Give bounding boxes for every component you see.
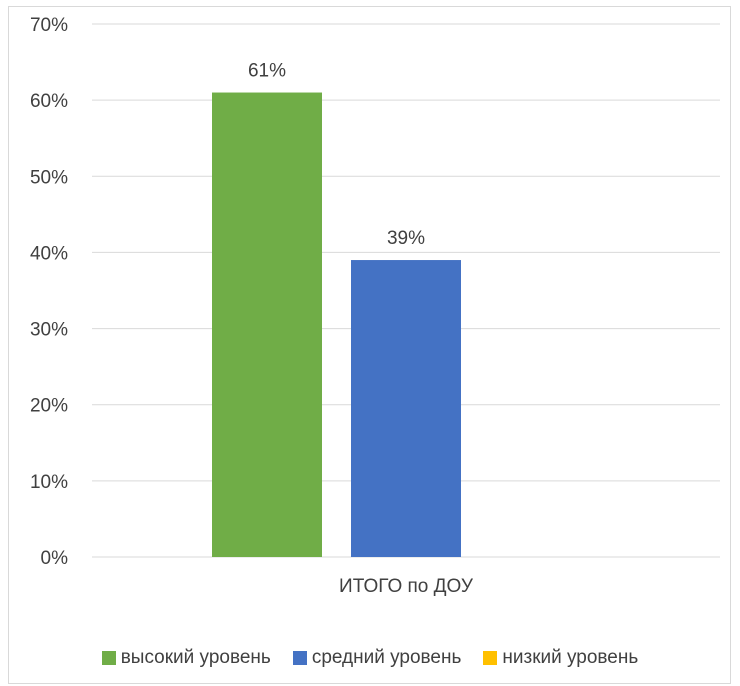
legend-item-low: низкий уровень: [483, 647, 638, 669]
y-axis-tick-labels: 0% 10% 20% 30% 40% 50% 60% 70%: [30, 15, 68, 569]
data-label-medium: 39%: [387, 228, 425, 249]
bar-high: [212, 92, 322, 558]
bars: [212, 92, 461, 558]
gridlines: [92, 23, 720, 558]
x-axis-category-label: ИТОГО по ДОУ: [339, 576, 474, 597]
y-tick-label: 40%: [30, 243, 68, 264]
y-tick-label: 0%: [41, 548, 69, 569]
y-tick-label: 60%: [30, 91, 68, 112]
y-tick-label: 30%: [30, 320, 68, 341]
legend: высокий уровень средний уровень низкий у…: [0, 647, 740, 669]
legend-swatch-high: [101, 651, 116, 665]
data-labels: 61% 39%: [248, 61, 425, 250]
y-tick-label: 20%: [30, 396, 68, 417]
legend-swatch-medium: [292, 651, 307, 665]
legend-label-low: низкий уровень: [502, 647, 639, 668]
y-tick-label: 50%: [30, 167, 68, 188]
legend-label-high: высокий уровень: [120, 647, 271, 668]
y-tick-label: 10%: [30, 472, 68, 493]
legend-swatch-low: [483, 651, 498, 665]
data-label-high: 61%: [248, 61, 286, 82]
bar-medium: [351, 260, 461, 557]
legend-item-high: высокий уровень: [101, 647, 271, 669]
legend-label-medium: средний уровень: [311, 647, 462, 668]
y-tick-label: 70%: [30, 15, 68, 36]
legend-item-medium: средний уровень: [292, 647, 462, 669]
